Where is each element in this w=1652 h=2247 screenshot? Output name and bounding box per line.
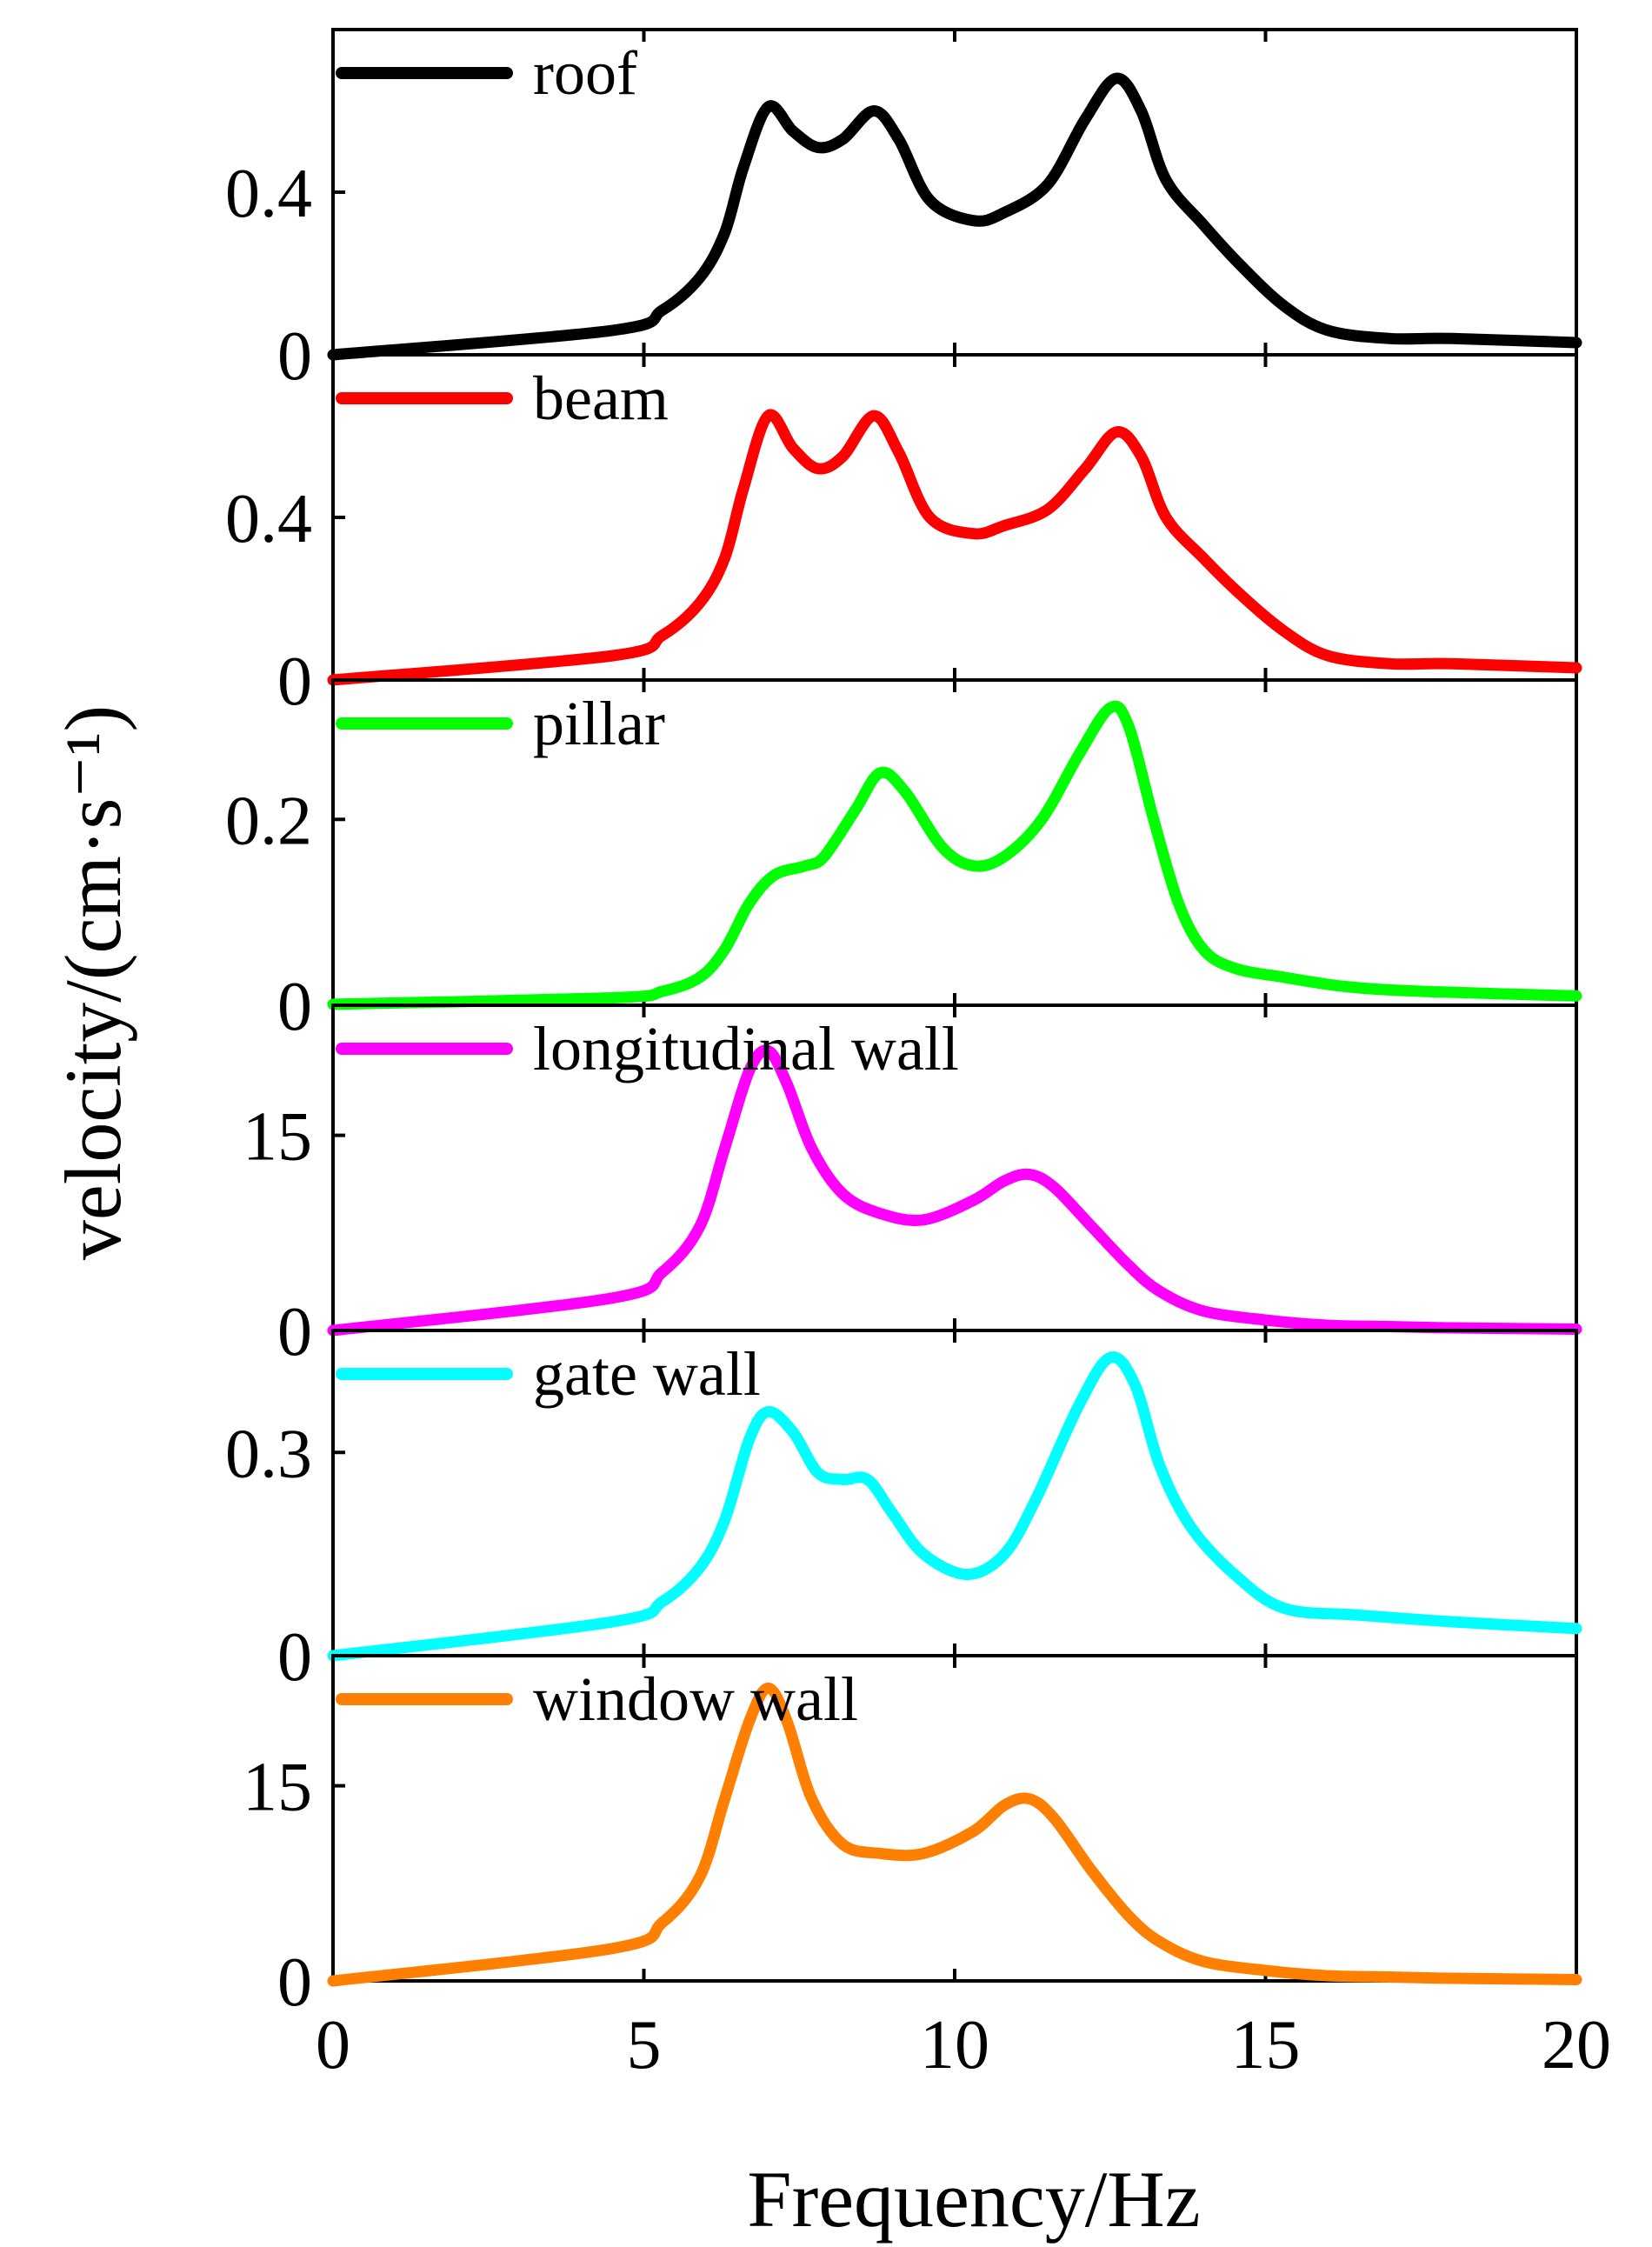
- panel-frame: [331, 1654, 1578, 1983]
- y-tick-label: 15: [243, 1099, 312, 1176]
- legend-label: window wall: [533, 1664, 858, 1734]
- y-tick-label: 0.4: [225, 481, 312, 557]
- series-line-window-wall: [327, 1682, 1582, 1987]
- y-axis-title: velocity/(cm·s⁻¹): [49, 705, 137, 1260]
- panel-frame: [331, 1329, 1578, 1657]
- x-axis-title: Frequency/Hz: [747, 2155, 1200, 2244]
- series-line-longitudinal-wall: [327, 1044, 1582, 1337]
- legend-label: roof: [533, 38, 637, 108]
- y-tick-label: 0: [277, 318, 312, 395]
- panel-gate-wall: 0 0.3 gate wall: [225, 1329, 1582, 1696]
- series-line-roof: [327, 72, 1582, 361]
- x-tick-label: 15: [1231, 2007, 1301, 2084]
- series-line-gate-wall: [327, 1351, 1582, 1662]
- panel-window-wall: 0 15 window wall: [243, 1654, 1582, 2021]
- y-tick-label: 15: [243, 1750, 312, 1826]
- panel-pillar: 0 0.2 pillar: [225, 678, 1582, 1045]
- y-tick-label: 0.2: [225, 783, 312, 859]
- x-tick-label: 5: [627, 2007, 662, 2084]
- legend-label: beam: [533, 363, 669, 433]
- panel-frame: [331, 28, 1578, 357]
- panel-frame: [331, 353, 1578, 682]
- x-axis: 0 5 10 15 20: [316, 2007, 1611, 2084]
- y-tick-label: 0: [277, 1944, 312, 2021]
- y-tick-label: 0.3: [225, 1416, 312, 1492]
- x-tick-label: 10: [920, 2007, 989, 2084]
- legend-label: longitudinal wall: [533, 1014, 959, 1083]
- panel-roof: 0 0.4 roof: [225, 28, 1582, 395]
- panel-beam: 0 0.4 beam: [225, 353, 1582, 720]
- y-tick-label: 0: [277, 643, 312, 720]
- x-tick-label: 0: [316, 2007, 350, 2084]
- y-tick-label: 0: [277, 1619, 312, 1696]
- panel-longitudinal-wall: 0 15 longitudinal wall: [243, 1003, 1582, 1370]
- y-tick-label: 0: [277, 969, 312, 1045]
- x-tick-label: 20: [1542, 2007, 1611, 2084]
- series-line-beam: [327, 409, 1582, 686]
- legend-label: gate wall: [533, 1339, 761, 1409]
- legend-label: pillar: [533, 689, 665, 758]
- series-line-pillar: [327, 700, 1582, 1010]
- y-tick-label: 0: [277, 1294, 312, 1370]
- panel-frame: [331, 678, 1578, 1007]
- y-tick-label: 0.4: [225, 156, 312, 232]
- chart-panels: 0 0.4 roof 0 0.4 beam 0 0.2 pillar 0 15 longitudina…: [225, 28, 1582, 2021]
